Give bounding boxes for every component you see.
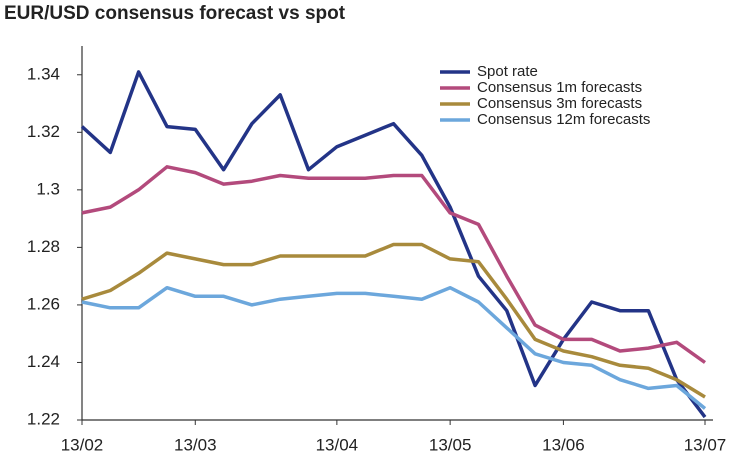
y-tick-label: 1.22	[27, 409, 60, 428]
legend-label: Consensus 1m forecasts	[477, 79, 642, 96]
series-line	[81, 165, 707, 364]
x-tick-label: 13/06	[542, 435, 585, 454]
y-tick-label: 1.32	[27, 122, 60, 141]
y-tick-label: 1.34	[27, 64, 60, 83]
x-tick-label: 13/07	[684, 435, 727, 454]
legend-label: Consensus 12m forecasts	[477, 111, 650, 128]
x-tick-label: 13/05	[429, 435, 472, 454]
x-tick-label: 13/02	[61, 435, 104, 454]
series-line	[80, 70, 707, 419]
chart-title: EUR/USD consensus forecast vs spot	[4, 3, 346, 24]
series-line	[81, 285, 707, 410]
x-tick-label: 13/03	[174, 435, 217, 454]
x-tick-label: 13/04	[316, 435, 359, 454]
y-tick-label: 1.26	[27, 294, 60, 313]
y-tick-label: 1.28	[27, 237, 60, 256]
series-line	[81, 242, 706, 399]
legend-label: Consensus 3m forecasts	[477, 95, 642, 112]
y-tick-label: 1.3	[36, 179, 60, 198]
y-tick-label: 1.24	[27, 352, 60, 371]
legend-label: Spot rate	[477, 63, 538, 80]
